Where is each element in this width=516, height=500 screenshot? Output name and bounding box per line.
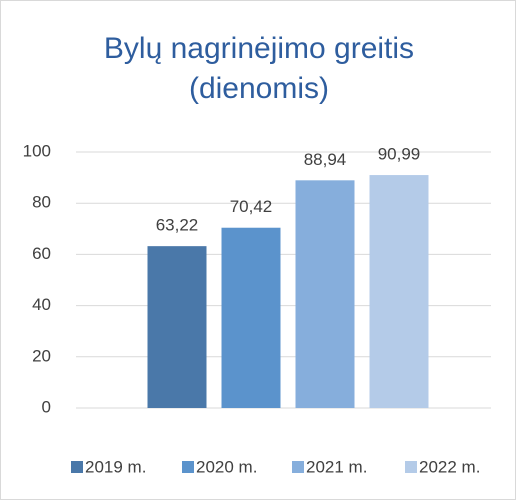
bar	[369, 175, 429, 408]
legend-swatch	[292, 461, 304, 473]
data-label: 88,94	[304, 150, 347, 169]
legend-label: 2022 m.	[419, 457, 480, 476]
y-tick-label: 20	[32, 346, 51, 365]
y-tick-label: 0	[42, 397, 51, 416]
legend-swatch	[182, 461, 194, 473]
legend-label: 2020 m.	[196, 457, 257, 476]
y-tick-label: 80	[32, 193, 51, 212]
data-label: 63,22	[156, 216, 199, 235]
y-tick-label: 100	[23, 141, 51, 160]
legend-label: 2019 m.	[85, 457, 146, 476]
legend-label: 2021 m.	[306, 457, 367, 476]
y-tick-label: 40	[32, 295, 51, 314]
bar	[295, 180, 355, 408]
data-label: 70,42	[230, 197, 273, 216]
y-tick-label: 60	[32, 244, 51, 263]
data-label: 90,99	[378, 145, 421, 164]
bar	[147, 246, 207, 408]
chart-title: Bylų nagrinėjimo greitis (dienomis)	[103, 32, 415, 105]
bar	[221, 227, 281, 408]
legend-swatch	[405, 461, 417, 473]
legend-swatch	[71, 461, 83, 473]
